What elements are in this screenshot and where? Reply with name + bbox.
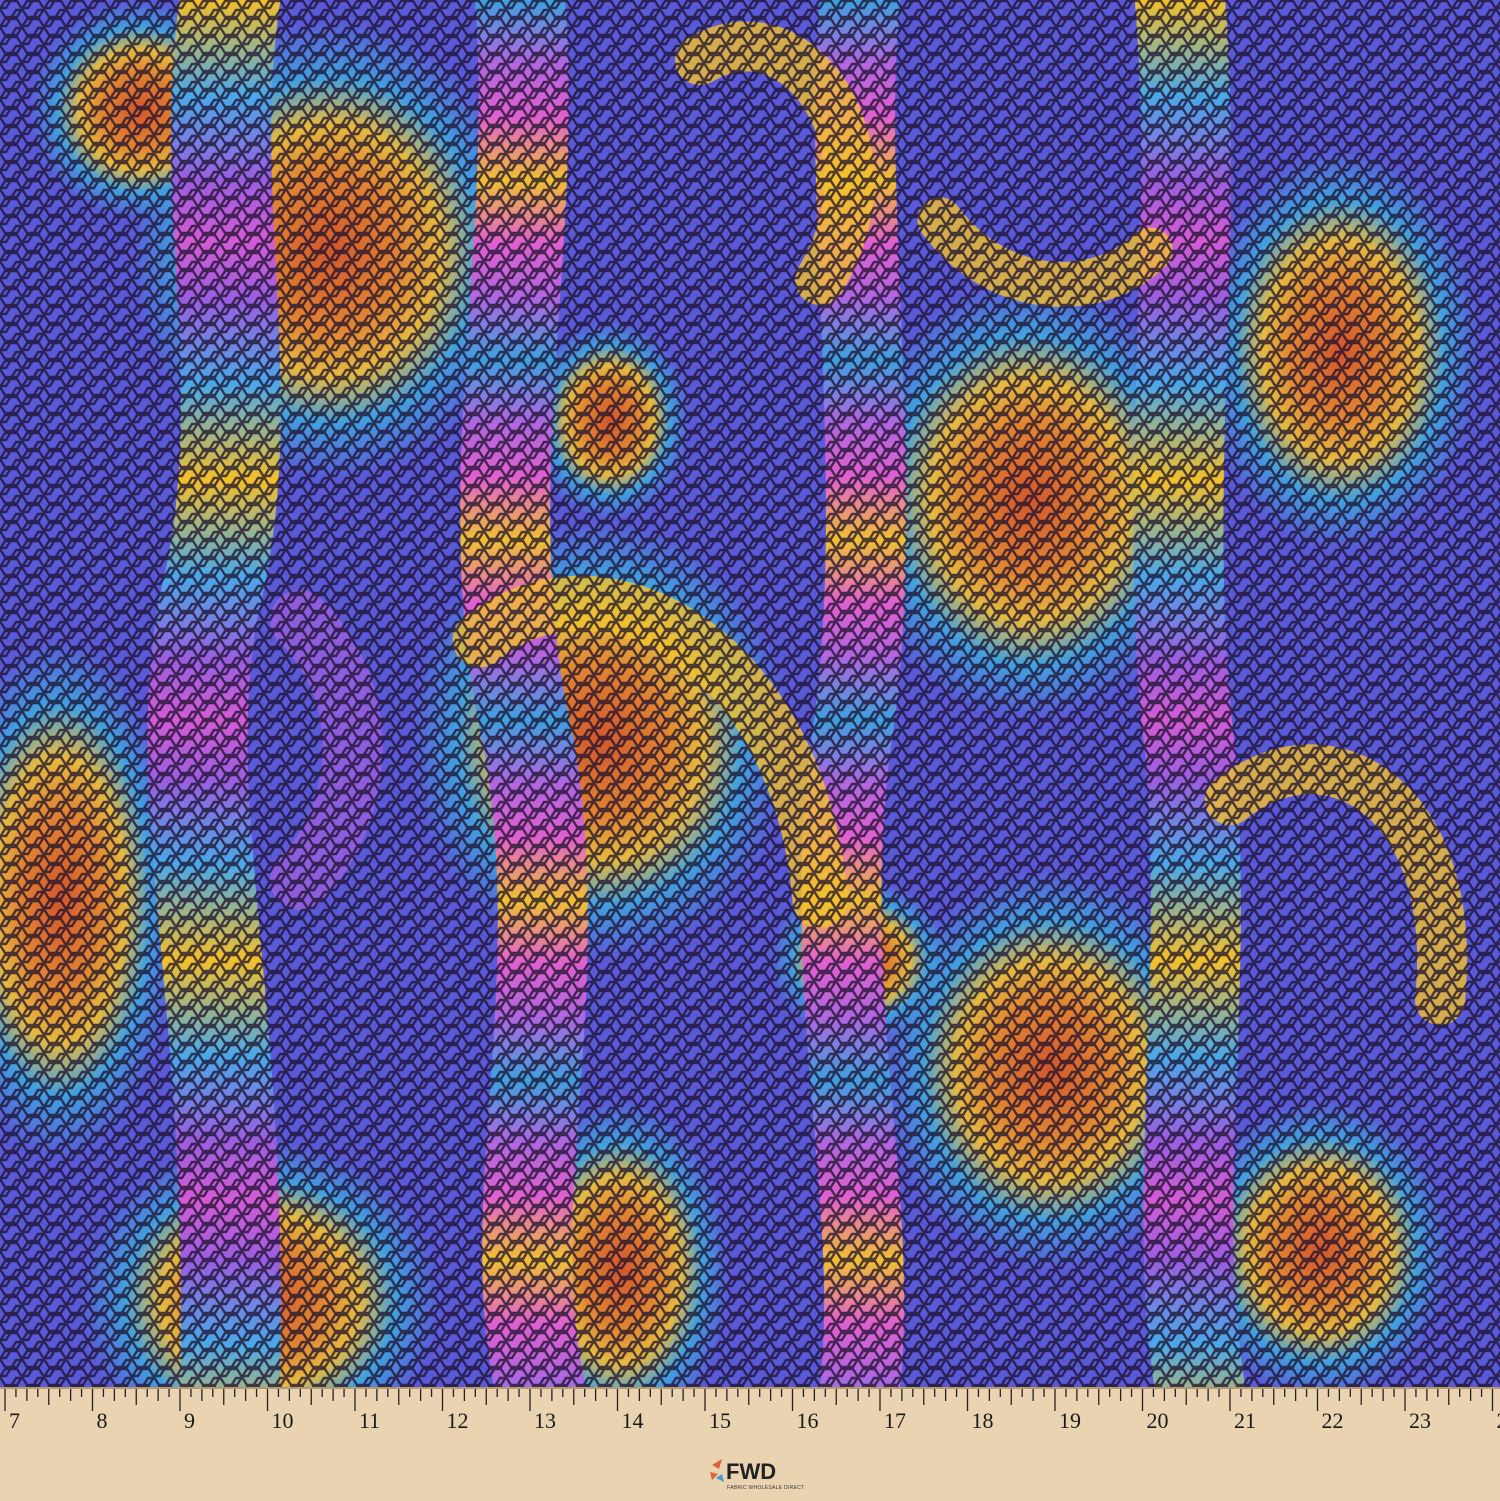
fabric [0,0,1500,1388]
ruler-number: 13 [534,1408,556,1433]
logo-text: FWD [726,1459,776,1484]
ruler-ticks [4,1389,1494,1411]
ruler-number: 20 [1147,1408,1169,1433]
ruler-number: 21 [1234,1408,1256,1433]
ruler-number: 11 [359,1408,380,1433]
ruler-number: 17 [884,1408,906,1433]
ruler-number: 22 [1322,1408,1344,1433]
ruler-number: 16 [797,1408,819,1433]
ruler-number: 14 [622,1408,644,1433]
ruler-number: 8 [97,1408,108,1433]
ruler-numbers: 7 8 9 10 11 12 13 14 15 16 17 18 19 20 21 22 23 24 [9,1408,1500,1433]
ruler-number: 18 [972,1408,994,1433]
logo-tagline: FABRIC WHOLESALE DIRECT [727,1485,804,1491]
logo-mark [716,1474,724,1482]
ruler [0,1388,1500,1501]
ruler-number: 15 [709,1408,731,1433]
ruler-number: 24 [1497,1408,1500,1433]
logo: FWD FABRIC WHOLESALE DIRECT [710,1459,804,1491]
ruler-number: 10 [272,1408,294,1433]
logo-mark [710,1459,722,1480]
ruler-number: 7 [9,1408,20,1433]
ruler-number: 9 [184,1408,195,1433]
ruler-number: 12 [447,1408,469,1433]
ruler-number: 19 [1059,1408,1081,1433]
ruler-number: 23 [1409,1408,1431,1433]
